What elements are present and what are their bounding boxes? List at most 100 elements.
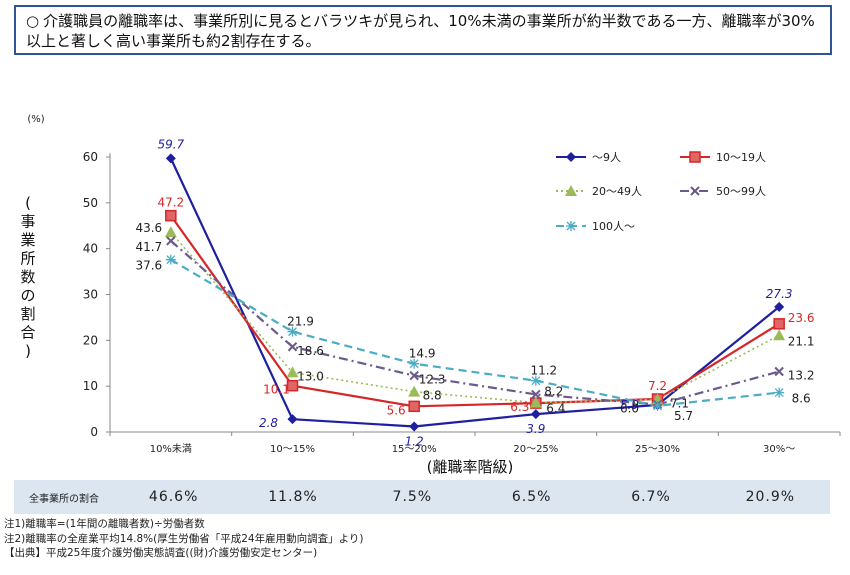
data-label: 59.7	[157, 137, 184, 151]
y-tick-label: 0	[90, 425, 98, 439]
series-line	[169, 215, 780, 408]
footnote: 注2)離職率の全産業平均14.8%(厚生労働省「平成24年雇用動向調査」より)	[4, 532, 364, 545]
y-tick-label: 30	[83, 288, 98, 302]
series-point	[773, 318, 785, 330]
series-point	[164, 226, 177, 238]
line-chart: 0 10 20 30 40 50 60 10%未満 10〜15% 15〜20% 20〜25% 25〜3…	[20, 114, 841, 476]
series-point	[774, 387, 785, 398]
x-axis-title: (離職率階級)	[427, 458, 514, 476]
series-point	[773, 329, 786, 341]
series-point	[286, 366, 299, 378]
series-line	[170, 240, 780, 406]
chart-axes: 0 10 20 30 40 50 60 10%未満 10〜15% 15〜20% 20〜25% 25〜3…	[20, 114, 841, 476]
series-point	[409, 358, 420, 369]
x-tick-label: 10%未満	[150, 443, 192, 455]
y-tick-label: 10	[83, 379, 98, 393]
legend-label: 20〜49人	[592, 185, 642, 198]
data-label: 8.6	[792, 392, 811, 406]
data-label: 8.2	[544, 384, 563, 398]
data-label: 2.8	[259, 416, 278, 430]
series-point	[287, 342, 298, 352]
data-label: 5.9	[620, 398, 639, 412]
legend-marker	[690, 186, 700, 196]
y-tick-label: 50	[83, 196, 98, 210]
data-label: 10.1	[263, 383, 290, 397]
series-point	[165, 209, 177, 222]
y-tick-label: 60	[83, 150, 98, 164]
series-point	[287, 414, 298, 425]
data-label: 1.2	[405, 435, 424, 449]
data-label: 7.2	[648, 379, 667, 393]
series-point	[409, 421, 420, 432]
legend-marker	[689, 151, 701, 163]
data-label: 23.6	[788, 311, 815, 325]
data-label: 6.4	[546, 402, 565, 416]
series-point	[408, 400, 420, 413]
data-label: 5.6	[387, 403, 406, 417]
series-point	[774, 366, 784, 377]
data-label: 27.3	[766, 287, 793, 301]
data-label: 13.0	[297, 369, 324, 383]
series-line	[170, 258, 780, 407]
series-point	[530, 375, 541, 386]
y-unit-label: (%)	[27, 114, 44, 125]
circle-bullet-icon: ○	[26, 12, 40, 30]
series-point	[774, 301, 785, 312]
data-label: 21.9	[287, 315, 314, 329]
series-line	[169, 157, 780, 428]
legend-label: 50〜99人	[716, 185, 766, 198]
series-point	[286, 379, 299, 392]
data-label: 18.6	[297, 344, 324, 358]
legend-marker	[566, 221, 576, 231]
x-tick-label: 20〜25%	[513, 444, 558, 455]
legend-marker	[566, 152, 576, 162]
chart-series	[164, 153, 786, 432]
data-label: 3.9	[526, 422, 545, 436]
data-label: 41.7	[135, 240, 162, 254]
footnotes: 注1)離職率=(1年間の離職者数)÷労働者数 注2)離職率の全産業平均14.8%…	[4, 517, 363, 561]
y-tick-label: 20	[83, 333, 98, 347]
x-tick-label: 25〜30%	[635, 444, 680, 455]
ratio-row: 全事業所の割合 46.6% 11.8% 7.5% 6.5% 6.7% 20.9%	[14, 480, 830, 514]
data-label: 5.7	[674, 409, 693, 423]
series-point	[165, 153, 176, 164]
data-label: 11.2	[530, 364, 557, 378]
ratio-cell: 20.9%	[745, 489, 796, 505]
chart-legend: 〜9人 10〜19人 20〜49人 50〜99人 100人〜	[556, 151, 766, 233]
data-label: 21.1	[788, 334, 815, 348]
data-label: 13.2	[788, 369, 815, 383]
ratio-cell: 6.5%	[511, 489, 552, 505]
series-point	[652, 400, 663, 411]
data-label: 37.6	[135, 259, 162, 273]
legend-label: 100人〜	[592, 220, 635, 233]
data-label: 47.2	[157, 196, 184, 210]
series-point	[165, 254, 176, 265]
ratio-row-label: 全事業所の割合	[29, 493, 99, 505]
series-point	[409, 370, 419, 381]
y-tick-label: 40	[83, 242, 98, 256]
data-label: 8.8	[423, 389, 442, 403]
series-point	[531, 389, 541, 400]
x-tick-label: 30%〜	[763, 444, 795, 455]
x-tick-label: 15〜20%	[392, 444, 437, 455]
series-point	[166, 236, 176, 246]
legend-label: 〜9人	[592, 151, 621, 164]
ratio-cell: 7.5%	[392, 489, 433, 505]
data-label: 7.1	[670, 396, 689, 410]
chart-data-labels: 59.7 2.8 1.2 3.9 5.9 27.3 47.2 10.1 5.6 6.3 7.2 23.…	[135, 137, 814, 448]
ratio-cell: 46.6%	[148, 489, 199, 505]
series-point	[408, 385, 421, 397]
legend-marker	[565, 185, 577, 196]
data-label: 6.3	[510, 400, 529, 414]
series-point	[529, 396, 542, 408]
series-line	[170, 231, 780, 404]
series-point	[287, 326, 298, 337]
ratio-cell: 6.7%	[631, 489, 671, 505]
data-label: 43.6	[135, 221, 162, 235]
data-label: 6.0	[620, 402, 639, 416]
summary-box: ○ 介護職員の離職率は、事業所別に見るとバラツキが見られ、10%未満の事業所が約半…	[14, 5, 832, 55]
y-axis-title: (事業所数の割合)	[20, 194, 35, 360]
series-point	[530, 409, 541, 420]
ratio-cell: 11.8%	[268, 489, 318, 505]
x-tick-label: 10〜15%	[270, 444, 315, 455]
